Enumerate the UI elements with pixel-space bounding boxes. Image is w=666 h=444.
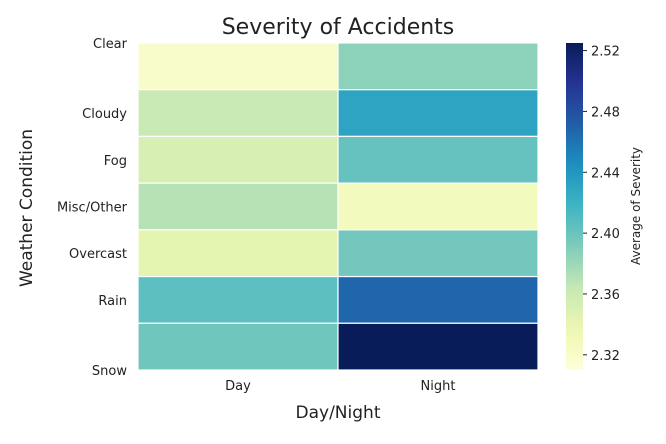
- x-tick-label: Night: [421, 379, 456, 394]
- y-tick-labels: Clear Cloudy Fog Misc/Other Overcast Rain Snow: [57, 37, 128, 379]
- colorbar-label: Average of Severity: [629, 147, 643, 265]
- x-tick-label: Day: [225, 379, 251, 394]
- heatmap-cell-misc-other-night: [337, 182, 539, 231]
- heatmap-cell-rain-night: [337, 275, 539, 324]
- colorbar-tick-label: 2.44: [591, 166, 620, 181]
- y-tick-label: Rain: [98, 294, 127, 309]
- colorbar: [566, 43, 583, 370]
- y-tick-label: Misc/Other: [57, 201, 128, 216]
- heatmap-cells: [137, 42, 539, 371]
- heatmap-cell-snow-day: [137, 322, 339, 371]
- y-tick-label: Fog: [104, 154, 127, 169]
- heatmap-cell-cloudy-day: [137, 89, 339, 138]
- heatmap-cell-cloudy-night: [337, 89, 539, 138]
- chart-title: Severity of Accidents: [222, 15, 455, 40]
- colorbar-ticks: 2.32 2.36 2.40 2.44 2.48 2.52: [583, 45, 620, 364]
- heatmap-cell-overcast-night: [337, 229, 539, 278]
- colorbar-tick-label: 2.40: [591, 227, 620, 242]
- heatmap-cell-clear-day: [137, 42, 339, 91]
- heatmap-cell-snow-night: [337, 322, 539, 371]
- colorbar-tick-label: 2.52: [591, 45, 620, 60]
- y-tick-label: Clear: [93, 37, 128, 52]
- y-axis-label: Weather Condition: [17, 129, 37, 287]
- y-tick-label: Overcast: [69, 247, 127, 262]
- heatmap-cell-misc-other-day: [137, 182, 339, 231]
- colorbar-tick-label: 2.36: [591, 288, 620, 303]
- heatmap-cell-fog-night: [337, 135, 539, 184]
- y-tick-label: Cloudy: [82, 107, 127, 122]
- colorbar-tick-label: 2.32: [591, 349, 620, 364]
- colorbar-tick-label: 2.48: [591, 105, 620, 120]
- heatmap-cell-clear-night: [337, 42, 539, 91]
- heatmap-cell-fog-day: [137, 135, 339, 184]
- y-tick-label: Snow: [92, 364, 127, 379]
- x-axis-label: Day/Night: [296, 403, 381, 423]
- heatmap-cell-rain-day: [137, 275, 339, 324]
- heatmap-cell-overcast-day: [137, 229, 339, 278]
- x-tick-labels: Day Night: [225, 379, 455, 394]
